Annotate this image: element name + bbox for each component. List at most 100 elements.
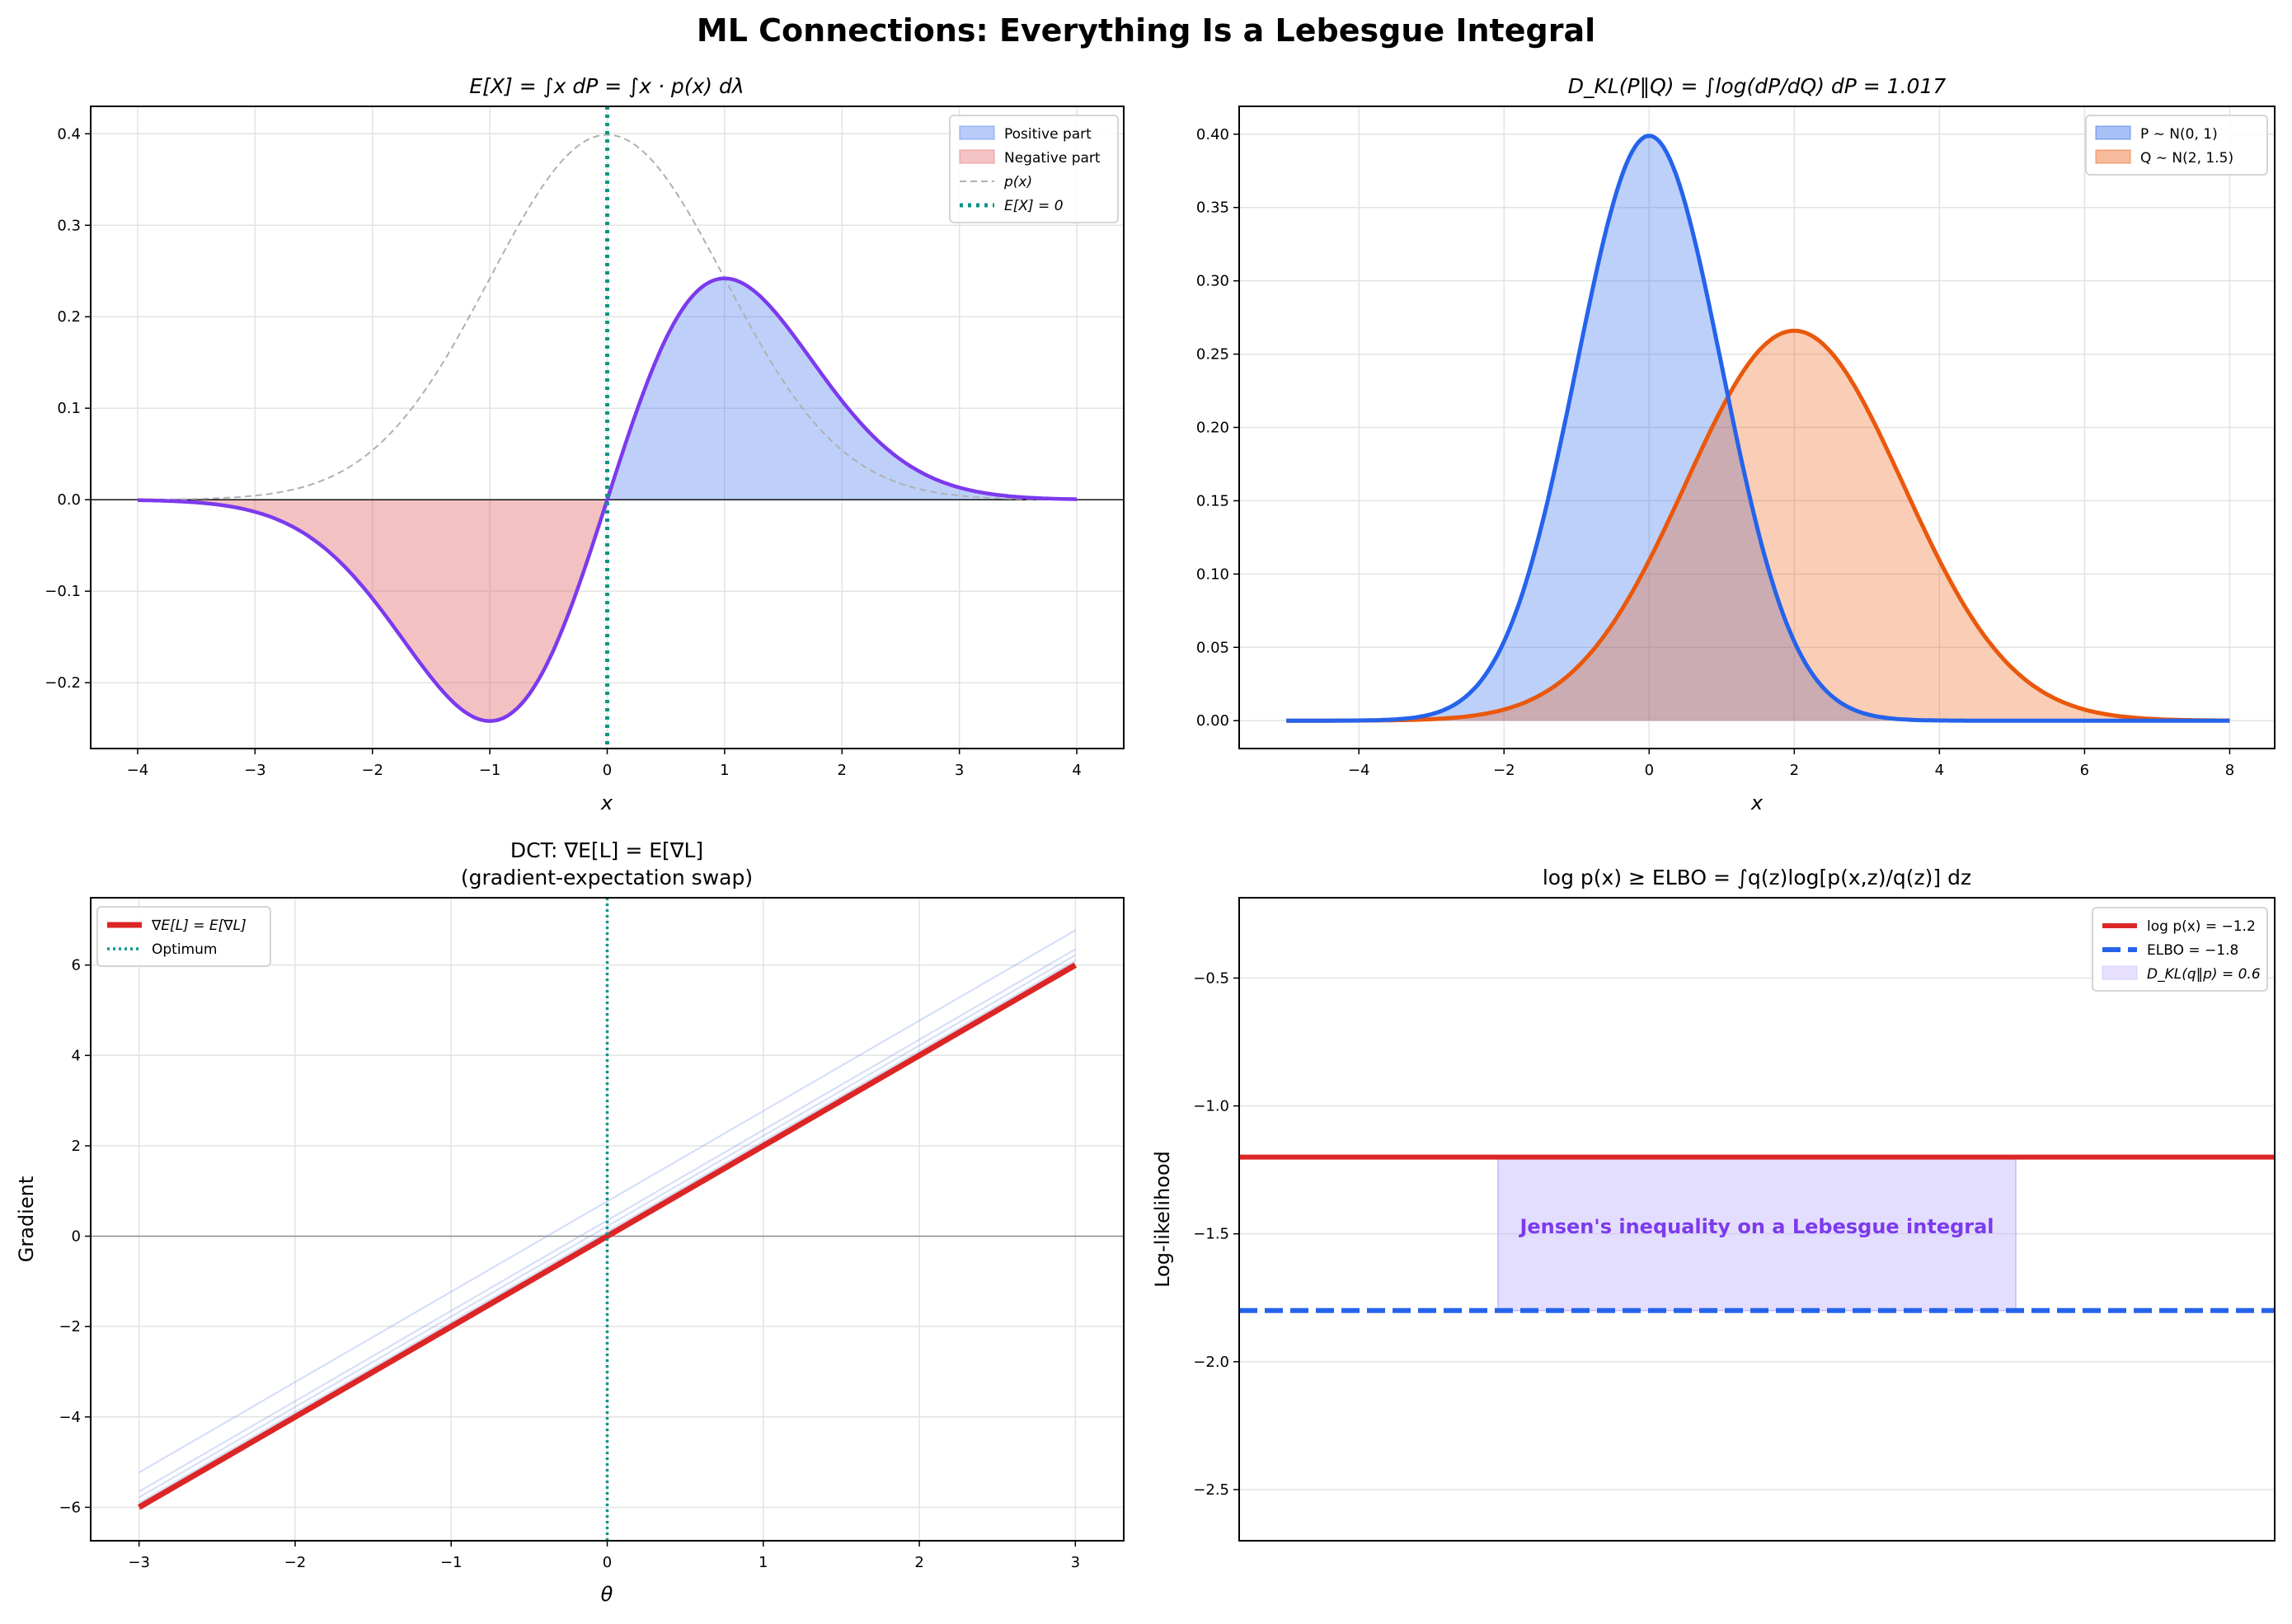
panel3-title: DCT: ∇E[L] = E[∇L] (510, 838, 703, 862)
x-tick-label: −1 (440, 1554, 463, 1571)
y-tick-label: −0.5 (1193, 969, 1229, 987)
plot-area (91, 106, 1124, 749)
y-tick-label: 0.15 (1196, 492, 1229, 509)
axes-frame (90, 106, 1125, 749)
legend-label: ELBO = −1.8 (2147, 942, 2238, 959)
legend-label: E[X] = 0 (1004, 198, 1064, 214)
x-tick-label: 3 (1071, 1554, 1080, 1571)
y-tick-label: −0.1 (45, 583, 81, 600)
y-tick-label: 0.2 (57, 308, 81, 326)
legend-swatch (2102, 965, 2138, 980)
x-tick-label: −1 (479, 762, 501, 779)
plot-area (91, 898, 1124, 1541)
x-tick-label: 0 (603, 1554, 612, 1571)
panel3-ylabel: Gradient (15, 1176, 38, 1262)
legend-label: D_KL(q‖p) = 0.6 (2147, 966, 2261, 983)
integrand-curve (138, 276, 1078, 723)
panel2-title: D_KL(P‖Q) = ∫log(dP/dQ) dP = 1.017 (1568, 74, 1947, 98)
x-tick-label: 2 (1790, 762, 1799, 779)
x-tick-label: 8 (2225, 762, 2234, 779)
y-tick-label: 0.20 (1196, 420, 1229, 437)
legend-label: ∇E[L] = E[∇L] (151, 918, 247, 934)
y-tick-label: −2 (59, 1318, 81, 1335)
y-tick-label: 0.25 (1196, 346, 1229, 364)
y-tick-label: 2 (72, 1138, 81, 1155)
y-tick-label: 0.10 (1196, 566, 1229, 583)
y-tick-label: 0.40 (1196, 126, 1229, 143)
density-curve (138, 134, 1077, 500)
legend: ∇E[L] = E[∇L] Optimum (96, 906, 271, 967)
p-fill (1286, 135, 2230, 721)
legend-swatch (959, 149, 995, 164)
x-tick-label: −4 (1348, 762, 1370, 779)
y-tick-label: −1.0 (1193, 1098, 1229, 1115)
panel4-ylabel: Log-likelihood (1151, 1151, 1174, 1288)
x-tick-label: −3 (244, 762, 266, 779)
legend-label: p(x) (1003, 174, 1032, 190)
plot-area (1239, 106, 2275, 749)
x-tick-label: −3 (128, 1554, 150, 1571)
legend-label: Negative part (1004, 150, 1101, 167)
x-tick-label: 4 (1935, 762, 1944, 779)
legend-swatch (959, 125, 995, 140)
x-tick-label: 2 (914, 1554, 923, 1571)
sample-gradient-line (139, 954, 1076, 1499)
x-tick-label: −4 (127, 762, 149, 779)
y-tick-label: −0.2 (45, 674, 81, 692)
y-tick-label: −4 (59, 1409, 81, 1426)
x-tick-label: 3 (955, 762, 964, 779)
legend: log p(x) = −1.2 ELBO = −1.8 D_KL(q‖p) = 0.… (2092, 907, 2268, 992)
panel-2: −4 −2 0 2 4 6 8 0.00 0.05 0.10 0.15 0.20 0.25 0.30 0.3… (1196, 106, 2276, 779)
positive-part-fill (607, 278, 1078, 500)
x-tick-label: 4 (1072, 762, 1081, 779)
legend: P ∼ N(0, 1) Q ∼ N(2, 1.5) (2085, 115, 2268, 176)
legend-box (2092, 907, 2268, 992)
y-tick-label: 0.05 (1196, 639, 1229, 656)
legend: Positive part Negative part p(x) E[X] = 0 (949, 115, 1119, 223)
panel-4: −2.5 −2.0 −1.5 −1.0 −0.5 log p(x) = −1.2 ELBO … (1193, 897, 2276, 1542)
sample-gradient-line (139, 960, 1076, 1504)
p-curve (1286, 134, 2230, 723)
legend-swatch (2095, 149, 2131, 164)
panel-3: −3 −2 −1 0 1 2 3 −6 −4 −2 0 2 4 6 ∇E[L] = E[∇L] Optimum (59, 897, 1125, 1571)
y-tick-label: 6 (72, 957, 81, 974)
legend-label: P ∼ N(0, 1) (2140, 126, 2218, 143)
y-tick-label: 0.4 (57, 125, 81, 143)
legend-label: Optimum (152, 941, 217, 958)
figure-title: ML Connections: Everything Is a Lebesgue… (697, 12, 1595, 49)
legend-box (96, 906, 271, 967)
axes-frame (1238, 897, 2276, 1542)
y-tick-label: 0 (72, 1228, 81, 1246)
legend-label: log p(x) = −1.2 (2147, 918, 2256, 935)
legend-label: Q ∼ N(2, 1.5) (2140, 150, 2233, 167)
y-tick-label: −2.5 (1193, 1481, 1229, 1499)
kl-gap-band (1497, 1156, 2017, 1312)
negative-part-fill (137, 500, 608, 721)
y-tick-label: 0.00 (1196, 712, 1229, 730)
panel3-subtitle: (gradient-expectation swap) (461, 866, 753, 889)
jensen-annotation: Jensen's inequality on a Lebesgue integr… (1518, 1215, 1994, 1238)
x-tick-label: 0 (1645, 762, 1654, 779)
legend-box (949, 115, 1119, 223)
panel3-xlabel: θ (601, 1583, 613, 1606)
x-tick-label: −2 (1493, 762, 1515, 779)
x-tick-label: −2 (361, 762, 383, 779)
y-tick-label: 0.1 (57, 400, 81, 417)
x-tick-label: 1 (720, 762, 729, 779)
panel2-xlabel: x (1750, 791, 1764, 814)
x-tick-label: 2 (838, 762, 847, 779)
axes-frame (1238, 106, 2276, 749)
sample-gradient-line (139, 948, 1076, 1493)
y-tick-label: 0.30 (1196, 273, 1229, 290)
x-tick-label: 1 (759, 1554, 768, 1571)
y-tick-label: 0.35 (1196, 199, 1229, 217)
plot-area (1239, 977, 2275, 1490)
q-curve (1286, 328, 2230, 723)
x-tick-label: 0 (603, 762, 612, 779)
axes-frame (90, 897, 1125, 1542)
y-tick-label: −2.0 (1193, 1354, 1229, 1371)
panel4-title: log p(x) ≥ ELBO = ∫q(z)log[p(x,z)/q(z)] … (1543, 866, 1971, 889)
expected-gradient-line (137, 962, 1078, 1510)
x-tick-label: −2 (284, 1554, 307, 1571)
